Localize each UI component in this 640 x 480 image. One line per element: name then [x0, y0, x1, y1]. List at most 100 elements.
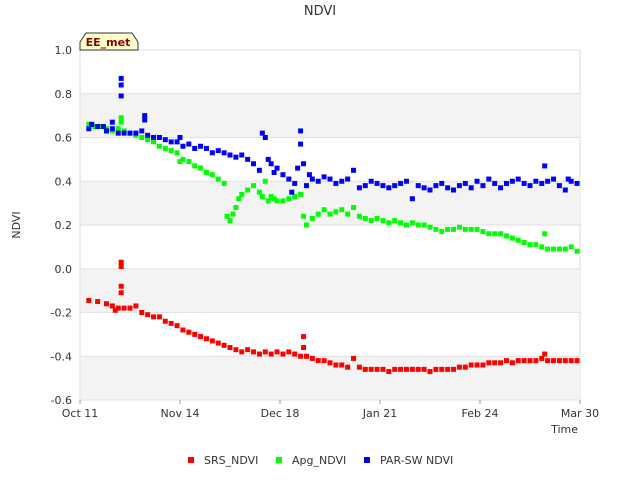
badge-shape [79, 32, 139, 51]
x-axis-label: Time [550, 423, 578, 436]
data-point [236, 196, 242, 202]
data-point [380, 218, 386, 224]
station-badge: EE_met [79, 32, 139, 51]
data-point [309, 355, 315, 361]
data-point [333, 362, 339, 368]
data-point [162, 145, 168, 151]
data-point [118, 290, 124, 296]
data-point [230, 211, 236, 217]
data-point [445, 366, 451, 372]
data-point [156, 143, 162, 149]
data-point [168, 148, 174, 154]
data-point [486, 231, 492, 237]
data-point [268, 194, 274, 200]
data-point [542, 163, 548, 169]
data-point [168, 139, 174, 145]
data-point [551, 176, 557, 182]
data-point [498, 231, 504, 237]
x-tick-label: Dec 18 [261, 407, 300, 420]
data-point [180, 327, 186, 333]
y-tick-label: 1.0 [55, 44, 73, 57]
data-point [127, 130, 133, 136]
data-point [306, 172, 312, 178]
data-point [339, 207, 345, 213]
data-point [245, 347, 251, 353]
data-point [192, 145, 198, 151]
data-point [392, 366, 398, 372]
data-point [192, 163, 198, 169]
data-point [521, 180, 527, 186]
data-point [556, 246, 562, 252]
data-point [151, 135, 157, 140]
data-point [86, 121, 92, 127]
data-point [151, 139, 157, 145]
data-point [221, 342, 227, 348]
data-point [527, 242, 533, 248]
data-point [145, 312, 151, 318]
data-point [303, 353, 309, 359]
data-point [492, 231, 498, 237]
data-point [301, 345, 307, 350]
data-point [315, 358, 321, 364]
data-point [433, 366, 439, 372]
data-point [286, 196, 292, 202]
data-point [233, 347, 239, 353]
data-point [209, 172, 215, 178]
data-point [98, 124, 104, 130]
data-point [298, 353, 304, 359]
data-point [233, 154, 239, 160]
data-point [309, 176, 315, 182]
data-point [374, 366, 380, 372]
data-point [368, 178, 374, 184]
data-point [527, 183, 533, 189]
data-point [386, 369, 392, 375]
data-point [259, 130, 265, 136]
data-point [374, 215, 380, 221]
data-point [271, 196, 277, 202]
data-point [95, 124, 101, 130]
data-point [286, 349, 292, 355]
x-tick-label: Nov 14 [161, 407, 200, 420]
data-point [115, 305, 121, 311]
data-point [186, 329, 192, 335]
data-point [456, 364, 462, 370]
data-point [133, 130, 139, 136]
data-point [262, 349, 268, 355]
data-point [480, 229, 486, 235]
data-point [215, 176, 221, 182]
data-point [409, 366, 415, 372]
data-point [245, 187, 251, 193]
data-point [239, 349, 245, 355]
data-point [265, 198, 271, 204]
y-tick-label: -0.4 [51, 350, 72, 363]
data-point [539, 180, 545, 186]
data-point [380, 183, 386, 189]
series-srs-ndvi [86, 259, 580, 375]
data-point [192, 331, 198, 337]
data-point [356, 364, 362, 370]
data-point [86, 297, 92, 303]
data-point [327, 211, 333, 217]
data-point [362, 366, 368, 372]
data-point [533, 242, 539, 248]
data-point [445, 185, 451, 191]
data-point [209, 150, 215, 156]
data-point [539, 244, 545, 250]
data-point [198, 334, 204, 340]
data-point [433, 183, 439, 189]
data-point [492, 360, 498, 366]
data-point [109, 119, 115, 125]
data-point [439, 366, 445, 372]
series-apg-ndvi [86, 115, 580, 254]
data-point [480, 362, 486, 368]
data-point [95, 299, 101, 305]
data-point [227, 345, 233, 350]
data-point [386, 185, 392, 191]
data-point [177, 159, 183, 165]
data-point [198, 143, 204, 149]
x-tick-label: Feb 24 [462, 407, 499, 420]
y-tick-label: -0.2 [51, 307, 72, 320]
data-point [515, 358, 521, 364]
data-point [292, 180, 298, 186]
data-point [127, 305, 133, 311]
